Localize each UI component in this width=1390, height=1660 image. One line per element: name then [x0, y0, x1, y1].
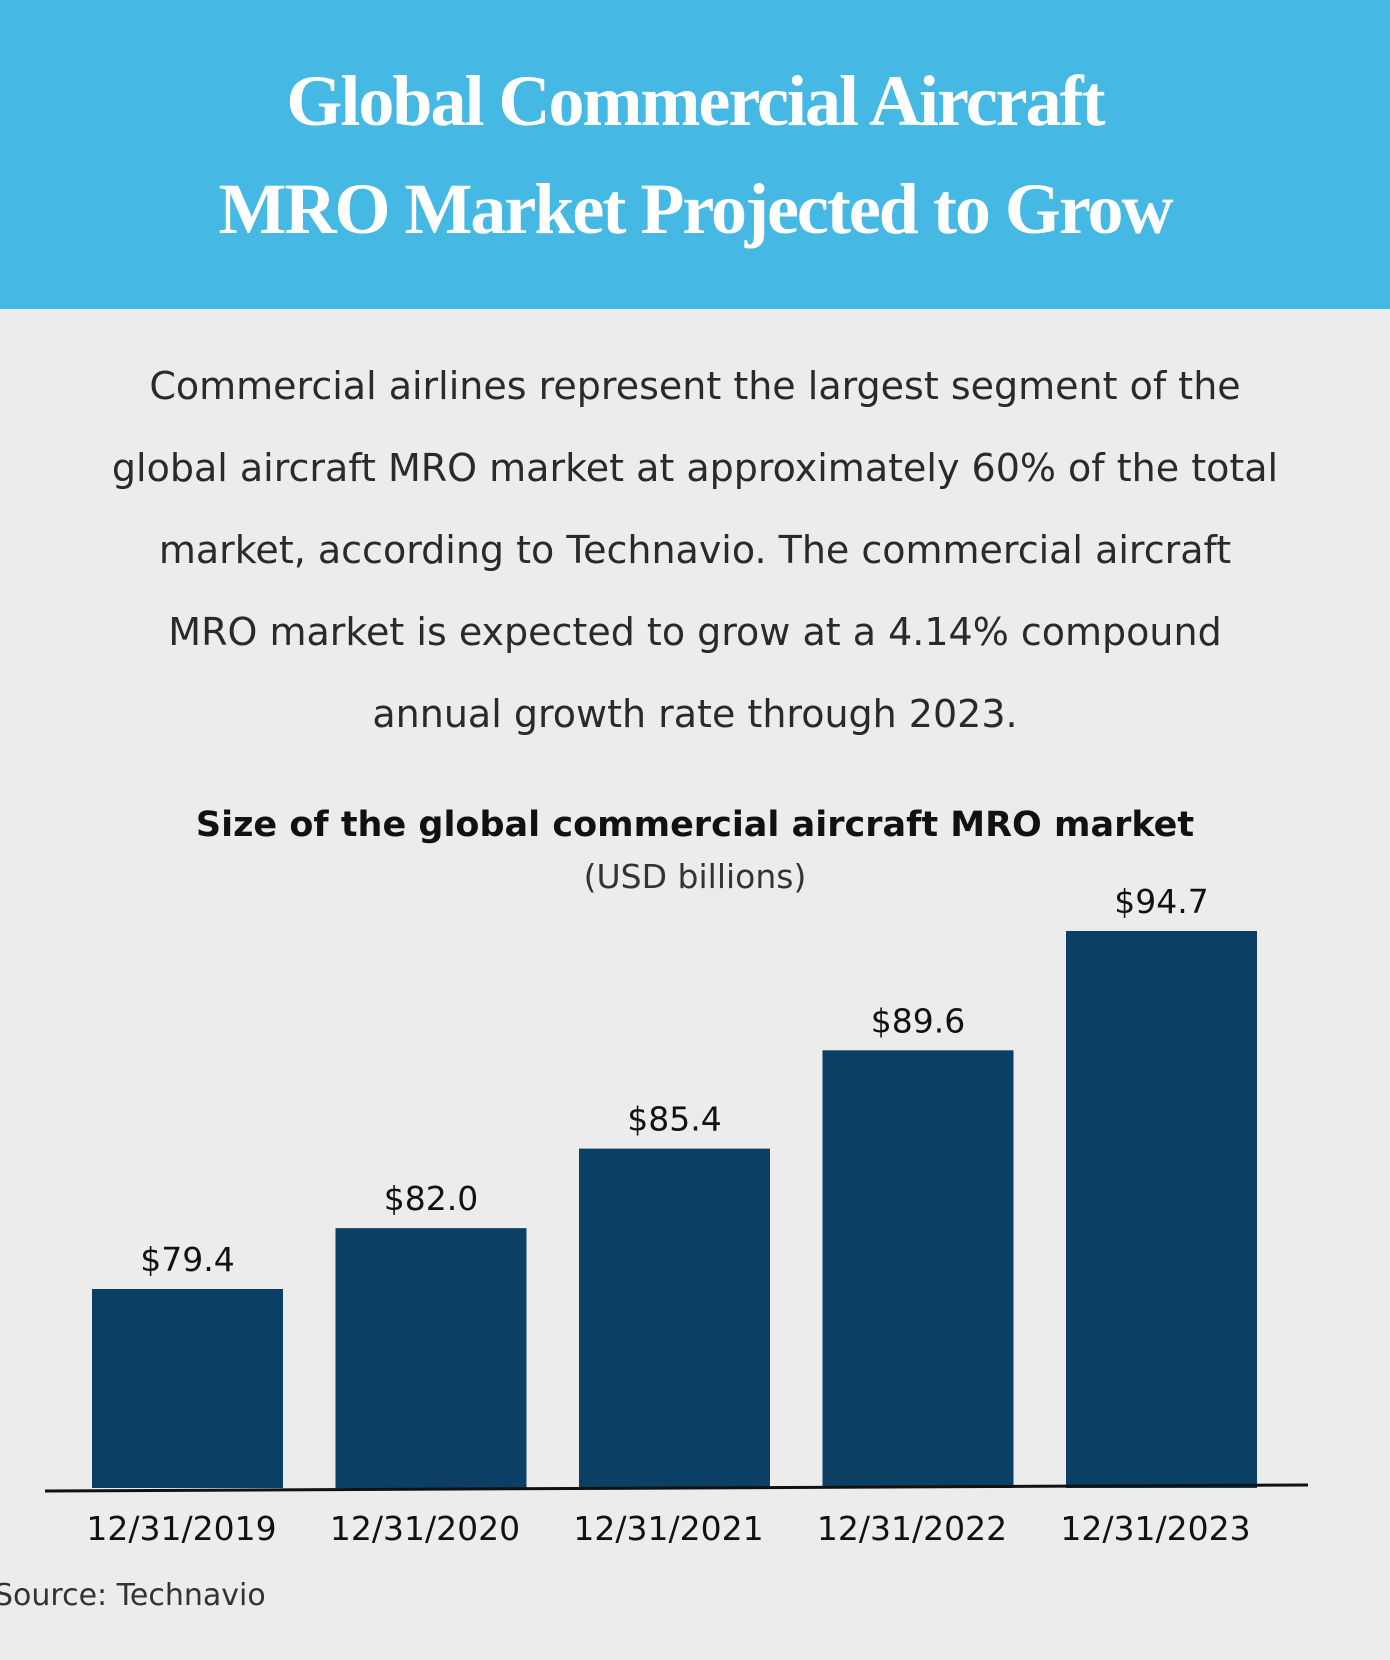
page-title-line-2: MRO Market Projected to Grow — [218, 168, 1174, 249]
intro-line: Commercial airlines represent the larges… — [149, 364, 1241, 408]
chart-title: Size of the global commercial aircraft M… — [195, 805, 1195, 845]
intro-paragraph: Commercial airlines represent the larges… — [90, 345, 1300, 755]
bar-12/31/2023 — [1066, 930, 1257, 1488]
bar-12/31/2019 — [92, 1289, 283, 1488]
intro-line: annual growth rate through 2023. — [372, 692, 1018, 736]
x-tick-label: 12/31/2020 — [330, 1509, 520, 1548]
header-banner: Global Commercial Aircraft MRO Market Pr… — [0, 0, 1390, 309]
x-tick-label: 12/31/2021 — [573, 1509, 763, 1548]
x-tick-label: 12/31/2019 — [86, 1509, 276, 1548]
bar-value-label: $94.7 — [1114, 882, 1208, 921]
bar-value-label: $79.4 — [140, 1240, 234, 1279]
bar-value-label: $85.4 — [627, 1100, 721, 1139]
intro-line: global aircraft MRO market at approximat… — [111, 446, 1279, 490]
bar-12/31/2020 — [335, 1228, 527, 1488]
page-title-line-1: Global Commercial Aircraft — [286, 60, 1105, 141]
x-axis-line — [44, 1483, 1309, 1493]
bar-value-label: $89.6 — [871, 1001, 965, 1040]
intro-line: market, according to Technavio. The comm… — [158, 528, 1232, 572]
chart-subtitle: (USD billions) — [583, 857, 807, 896]
bar-12/31/2022 — [822, 1050, 1014, 1488]
bar-value-label: $82.0 — [384, 1179, 478, 1218]
bar-12/31/2021 — [579, 1148, 770, 1488]
source-note: Source: Technavio — [0, 1578, 266, 1613]
intro-line: MRO market is expected to grow at a 4.14… — [168, 610, 1222, 654]
x-tick-label: 12/31/2023 — [1060, 1509, 1250, 1548]
x-tick-label: 12/31/2022 — [817, 1509, 1007, 1548]
